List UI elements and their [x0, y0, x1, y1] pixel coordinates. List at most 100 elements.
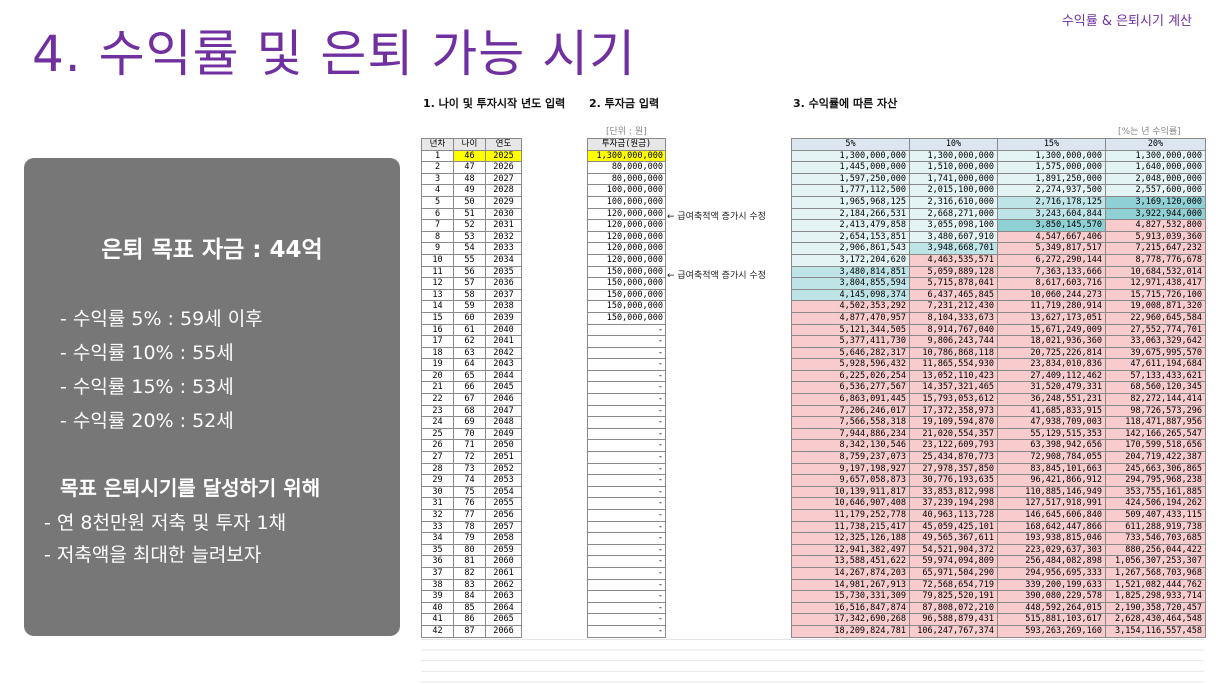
cell-calendar-year[interactable]: 2055 — [485, 497, 522, 510]
cell-year-index[interactable]: 19 — [421, 358, 454, 371]
cell-asset-r10[interactable]: 45,059,425,101 — [909, 520, 998, 534]
cell-asset-r15[interactable]: 2,716,178,125 — [997, 195, 1106, 209]
cell-year-index[interactable]: 10 — [421, 253, 454, 267]
cell-investment[interactable]: 80,000,000 — [587, 161, 666, 174]
cell-year-index[interactable]: 40 — [421, 601, 454, 615]
cell-asset-r5[interactable]: 5,121,344,505 — [791, 323, 910, 337]
cell-asset-r10[interactable]: 1,510,000,000 — [909, 161, 998, 174]
cell-asset-r20[interactable]: 2,190,358,720,457 — [1105, 601, 1206, 615]
cell-investment[interactable]: - — [587, 335, 666, 348]
cell-age[interactable]: 87 — [453, 624, 486, 638]
cell-asset-r20[interactable]: 1,056,307,253,307 — [1105, 555, 1206, 568]
cell-age[interactable]: 78 — [453, 520, 486, 534]
cell-investment[interactable]: 150,000,000 — [587, 311, 666, 325]
cell-investment[interactable]: 1,300,000,000 — [587, 149, 666, 163]
cell-asset-r15[interactable]: 110,885,146,949 — [997, 485, 1106, 499]
cell-investment[interactable]: - — [587, 601, 666, 615]
cell-calendar-year[interactable]: 2061 — [485, 566, 522, 580]
cell-asset-r20[interactable]: 4,827,532,800 — [1105, 219, 1206, 232]
cell-asset-r5[interactable]: 2,184,266,531 — [791, 207, 910, 221]
cell-investment[interactable]: - — [587, 451, 666, 464]
cell-asset-r20[interactable]: 10,684,532,014 — [1105, 265, 1206, 279]
cell-calendar-year[interactable]: 2041 — [485, 335, 522, 348]
cell-age[interactable]: 77 — [453, 509, 486, 522]
cell-age[interactable]: 60 — [453, 311, 486, 325]
cell-age[interactable]: 56 — [453, 265, 486, 279]
cell-asset-r20[interactable]: 2,628,430,464,548 — [1105, 613, 1206, 626]
cell-age[interactable]: 75 — [453, 485, 486, 499]
cell-year-index[interactable]: 20 — [421, 369, 454, 383]
cell-asset-r10[interactable]: 2,316,610,000 — [909, 195, 998, 209]
cell-asset-r5[interactable]: 3,480,814,851 — [791, 265, 910, 279]
cell-asset-r5[interactable]: 4,877,470,957 — [791, 311, 910, 325]
cell-asset-r15[interactable]: 593,263,269,160 — [997, 624, 1106, 638]
cell-calendar-year[interactable]: 2054 — [485, 485, 522, 499]
cell-asset-r15[interactable]: 96,421,866,912 — [997, 474, 1106, 487]
cell-asset-r5[interactable]: 11,738,215,417 — [791, 520, 910, 534]
cell-age[interactable]: 59 — [453, 300, 486, 313]
cell-asset-r5[interactable]: 7,566,558,318 — [791, 416, 910, 429]
cell-asset-r20[interactable]: 353,755,161,885 — [1105, 485, 1206, 499]
cell-asset-r5[interactable]: 4,502,353,292 — [791, 300, 910, 313]
cell-age[interactable]: 66 — [453, 381, 486, 395]
cell-year-index[interactable]: 16 — [421, 323, 454, 337]
cell-asset-r20[interactable]: 33,063,329,642 — [1105, 335, 1206, 348]
cell-asset-r15[interactable]: 256,484,082,898 — [997, 555, 1106, 568]
cell-investment[interactable]: - — [587, 358, 666, 371]
cell-age[interactable]: 86 — [453, 613, 486, 626]
cell-investment[interactable]: - — [587, 613, 666, 626]
cell-age[interactable]: 47 — [453, 161, 486, 174]
cell-asset-r5[interactable]: 6,225,026,254 — [791, 369, 910, 383]
cell-age[interactable]: 81 — [453, 555, 486, 568]
cell-investment[interactable]: - — [587, 393, 666, 406]
cell-age[interactable]: 62 — [453, 335, 486, 348]
cell-asset-r15[interactable]: 193,938,815,046 — [997, 532, 1106, 545]
cell-asset-r15[interactable]: 127,517,918,991 — [997, 497, 1106, 510]
cell-calendar-year[interactable]: 2058 — [485, 532, 522, 545]
cell-year-index[interactable]: 39 — [421, 590, 454, 603]
cell-age[interactable]: 61 — [453, 323, 486, 337]
cell-calendar-year[interactable]: 2034 — [485, 253, 522, 267]
cell-year-index[interactable]: 5 — [421, 195, 454, 209]
cell-calendar-year[interactable]: 2028 — [485, 184, 522, 197]
cell-asset-r15[interactable]: 10,060,244,273 — [997, 288, 1106, 302]
cell-age[interactable]: 57 — [453, 277, 486, 290]
cell-asset-r10[interactable]: 5,059,889,128 — [909, 265, 998, 279]
cell-asset-r5[interactable]: 8,342,130,546 — [791, 439, 910, 453]
cell-investment[interactable]: 150,000,000 — [587, 277, 666, 290]
cell-asset-r10[interactable]: 40,963,113,728 — [909, 509, 998, 522]
cell-investment[interactable]: - — [587, 543, 666, 557]
cell-asset-r15[interactable]: 294,956,695,333 — [997, 566, 1106, 580]
cell-calendar-year[interactable]: 2036 — [485, 277, 522, 290]
cell-asset-r5[interactable]: 11,179,252,778 — [791, 509, 910, 522]
cell-year-index[interactable]: 7 — [421, 219, 454, 232]
cell-year-index[interactable]: 28 — [421, 462, 454, 476]
cell-investment[interactable]: 120,000,000 — [587, 242, 666, 255]
cell-asset-r20[interactable]: 1,825,298,933,714 — [1105, 590, 1206, 603]
cell-investment[interactable]: 120,000,000 — [587, 207, 666, 221]
cell-asset-r10[interactable]: 49,565,367,611 — [909, 532, 998, 545]
cell-calendar-year[interactable]: 2057 — [485, 520, 522, 534]
cell-asset-r20[interactable]: 1,640,000,000 — [1105, 161, 1206, 174]
cell-asset-r15[interactable]: 3,850,145,570 — [997, 219, 1106, 232]
cell-year-index[interactable]: 17 — [421, 335, 454, 348]
cell-year-index[interactable]: 14 — [421, 300, 454, 313]
cell-asset-r20[interactable]: 98,726,573,296 — [1105, 404, 1206, 418]
cell-age[interactable]: 79 — [453, 532, 486, 545]
cell-investment[interactable]: - — [587, 404, 666, 418]
cell-age[interactable]: 68 — [453, 404, 486, 418]
cell-asset-r20[interactable]: 3,169,120,000 — [1105, 195, 1206, 209]
cell-asset-r15[interactable]: 6,272,290,144 — [997, 253, 1106, 267]
cell-asset-r10[interactable]: 8,104,333,673 — [909, 311, 998, 325]
cell-calendar-year[interactable]: 2064 — [485, 601, 522, 615]
cell-age[interactable]: 74 — [453, 474, 486, 487]
cell-asset-r15[interactable]: 36,248,551,231 — [997, 393, 1106, 406]
cell-asset-r10[interactable]: 1,741,000,000 — [909, 172, 998, 186]
cell-year-index[interactable]: 30 — [421, 485, 454, 499]
cell-asset-r15[interactable]: 146,645,606,840 — [997, 509, 1106, 522]
cell-calendar-year[interactable]: 2052 — [485, 462, 522, 476]
cell-asset-r15[interactable]: 72,908,784,055 — [997, 451, 1106, 464]
cell-year-index[interactable]: 12 — [421, 277, 454, 290]
cell-asset-r5[interactable]: 7,206,246,017 — [791, 404, 910, 418]
cell-age[interactable]: 58 — [453, 288, 486, 302]
